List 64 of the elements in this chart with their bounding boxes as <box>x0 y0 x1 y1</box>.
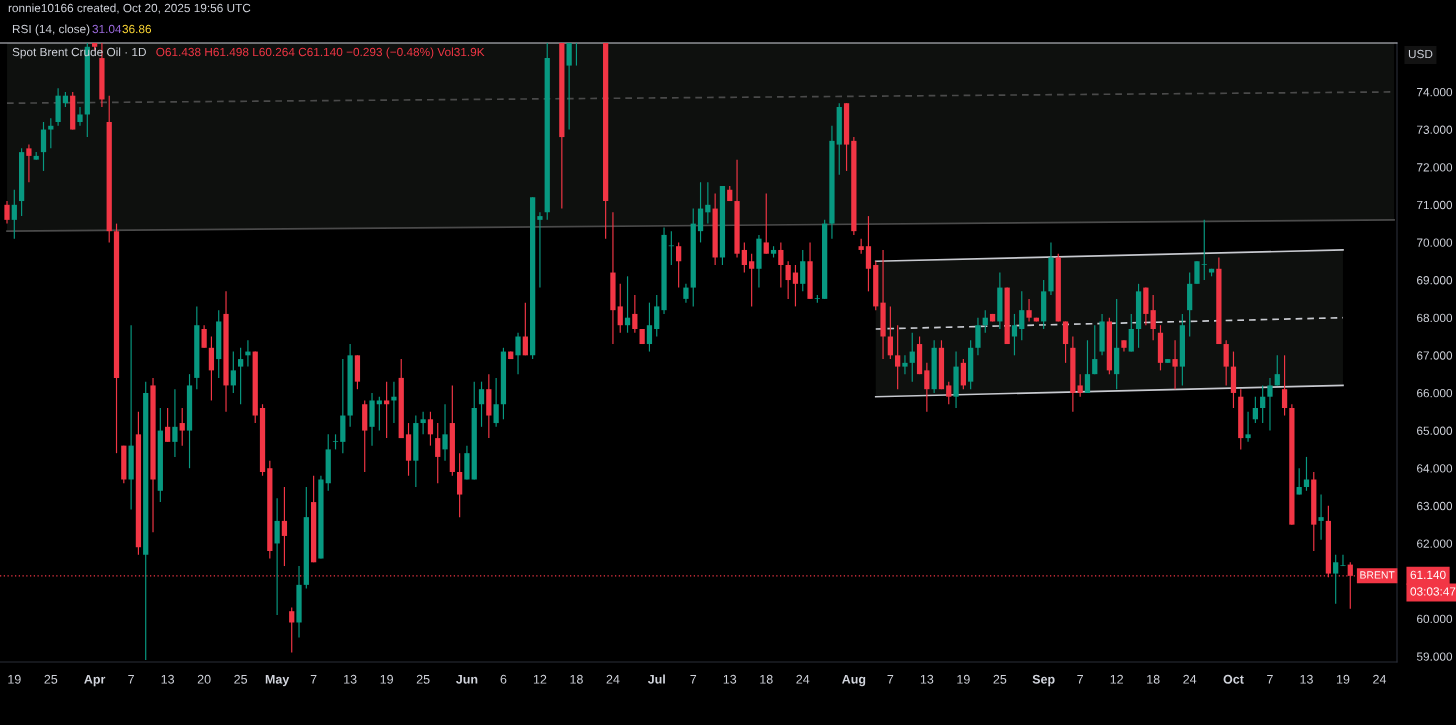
y-tick-label: 73.000 <box>1417 125 1453 134</box>
x-tick-label: 13 <box>723 674 737 684</box>
y-tick-label: 64.000 <box>1417 464 1453 473</box>
candlestick <box>1194 261 1200 284</box>
x-tick-label: 7 <box>310 674 317 684</box>
x-tick-label: Aug <box>842 674 866 687</box>
x-tick-label: 24 <box>1183 674 1197 684</box>
y-tick-label: 69.000 <box>1417 276 1453 285</box>
chart-subtitle: O61.438 H61.498 L60.264 C61.140 −0.293 (−0.48%) Vol31.9K <box>156 47 485 59</box>
y-tick-label: 66.000 <box>1417 388 1453 398</box>
x-tick-label: Apr <box>84 674 106 687</box>
x-tick-label: 18 <box>760 674 773 684</box>
x-tick-label: 25 <box>234 674 248 684</box>
y-tick-label: 68.000 <box>1417 313 1453 323</box>
x-tick-label: Jul <box>647 674 665 684</box>
x-tick-label: 13 <box>344 674 357 684</box>
x-tick-label: 12 <box>533 674 547 684</box>
x-tick-label: 19 <box>380 674 393 684</box>
x-tick-label: 24 <box>606 674 620 684</box>
ref-line-label: BRENT <box>1360 571 1395 579</box>
x-tick-label: 25 <box>993 674 1007 684</box>
y-tick-label: 65.000 <box>1417 426 1453 435</box>
x-tick-label: 18 <box>570 674 583 684</box>
x-tick-label: 12 <box>1110 674 1123 684</box>
x-tick-label: 19 <box>8 674 21 684</box>
candlestick <box>1165 359 1171 363</box>
x-tick-label: 7 <box>128 674 134 684</box>
text: USD <box>1408 49 1433 59</box>
x-tick-label: 25 <box>416 674 430 684</box>
x-tick-label: Oct <box>1223 674 1244 684</box>
x-tick-label: 24 <box>1373 674 1387 684</box>
y-tick-label: 63.000 <box>1417 501 1453 511</box>
text: 36.86 <box>122 24 152 34</box>
x-tick-label: 20 <box>197 674 211 684</box>
y-tick-label: 70.000 <box>1417 238 1453 247</box>
x-tick-label: 7 <box>690 674 697 684</box>
x-tick-label: 18 <box>1147 674 1160 684</box>
x-tick-label: 13 <box>161 674 175 684</box>
y-tick-label: 74.000 <box>1417 87 1453 97</box>
text: ronnie10166 created, Oct 20, 2025 19:56 UTC <box>8 3 251 14</box>
candlestick <box>1340 554 1346 567</box>
x-tick-label: 7 <box>1077 674 1084 684</box>
y-tick-label: 67.000 <box>1417 351 1453 360</box>
x-tick-label: 7 <box>887 674 894 684</box>
y-tick-label: 60.000 <box>1417 614 1453 624</box>
x-tick-label: May <box>265 674 290 687</box>
x-tick-label: 19 <box>957 674 970 684</box>
x-tick-label: 19 <box>1336 674 1350 684</box>
x-tick-label: 13 <box>1300 674 1313 684</box>
text: 31.04 <box>92 24 122 34</box>
x-tick-label: Sep <box>1032 674 1055 687</box>
x-tick-label: 13 <box>920 674 934 684</box>
text: 03:03:47 <box>1410 587 1456 596</box>
text: 61.140 <box>1410 570 1446 579</box>
y-tick-label: 59.000 <box>1416 652 1453 661</box>
x-tick-label: 25 <box>44 674 58 684</box>
y-tick-label: 71.000 <box>1417 200 1453 210</box>
text: RSI (14, close) <box>12 24 90 36</box>
x-tick-label: Jun <box>456 674 478 684</box>
x-tick-label: 24 <box>796 674 810 684</box>
x-tick-label: 7 <box>1267 674 1273 684</box>
y-tick-label: 62.000 <box>1417 539 1453 548</box>
y-tick-label: 72.000 <box>1417 163 1453 172</box>
x-tick-label: 6 <box>500 674 507 684</box>
